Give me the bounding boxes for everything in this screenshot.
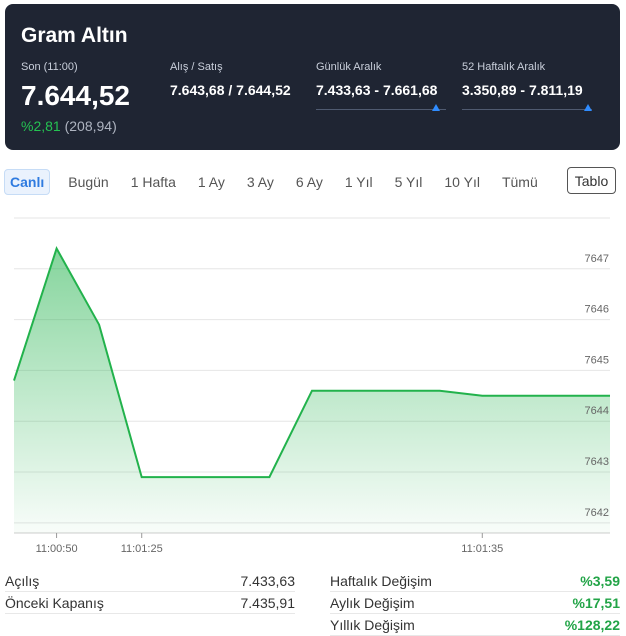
change-percent: %2,81 [21,118,61,134]
table-view-button[interactable]: Tablo [567,167,616,194]
stat-row: Haftalık Değişim %3,59 [330,570,620,592]
price-chart: 7642 7643 7644 7645 7646 7647 11:00:50 11:01:2… [13,217,610,555]
bid-ask-value: 7.643,68 / 7.644,52 [170,82,291,98]
last-price-value: 7.644,52 [21,80,130,111]
x-tick-label-0: 11:00:50 [36,543,78,555]
change-absolute: (208,94) [64,118,117,134]
week52-range-value: 3.350,89 - 7.811,19 [462,82,583,98]
x-tick-label-1: 11:01:25 [121,543,163,555]
stat-label: Önceki Kapanış [5,594,104,611]
daily-range-value: 7.433,63 - 7.661,68 [316,82,438,98]
week52-range-bar [462,109,592,110]
price-change: %2,81 (208,94) [21,118,117,134]
stat-label: Açılış [5,572,40,589]
stat-value: 7.435,91 [240,594,296,611]
instrument-title: Gram Altın [21,24,128,47]
tab-3[interactable]: 1 Ay [197,174,225,190]
y-tick-label-4: 7646 [585,304,609,316]
tab-4[interactable]: 3 Ay [246,174,274,190]
y-tick-label-1: 7643 [585,456,609,468]
stat-row: Önceki Kapanış 7.435,91 [5,592,295,614]
stat-row: Açılış 7.433,63 [5,570,295,592]
week52-range-label: 52 Haftalık Aralık [462,61,546,73]
bid-ask-label: Alış / Satış [170,61,223,73]
price-header-card: Gram Altın Son (11:00) 7.644,52 %2,81 (2… [5,4,620,150]
x-tick-label-2: 11:01:35 [461,543,503,555]
tab-2[interactable]: 1 Hafta [130,174,176,190]
stat-row: Yıllık Değişim %128,22 [330,614,620,636]
tab-8[interactable]: 10 Yıl [444,174,480,190]
daily-range-bar [316,109,446,110]
stat-label: Yıllık Değişim [330,616,415,633]
tab-5[interactable]: 6 Ay [295,174,323,190]
tab-0[interactable]: Canlı [4,169,51,195]
last-price-label: Son (11:00) [21,61,78,73]
y-tick-label-2: 7644 [585,405,609,417]
tab-1[interactable]: Bugün [68,174,109,190]
daily-range-marker [431,104,440,111]
series-line [13,246,610,479]
tab-9[interactable]: Tümü [501,174,538,190]
stat-label: Haftalık Değişim [330,572,432,589]
y-tick-label-5: 7647 [585,253,609,265]
y-tick-label-0: 7642 [585,507,609,519]
daily-range-label: Günlük Aralık [316,61,382,73]
stat-value: %17,51 [572,594,620,611]
stat-value: %128,22 [564,616,620,633]
period-tabs: Canlı Bugün 1 Hafta 1 Ay 3 Ay 6 Ay 1 Yıl 5 Yıl 1… [4,168,556,196]
y-tick-label-3: 7645 [585,354,609,366]
stat-row: Aylık Değişim %17,51 [330,592,620,614]
stat-label: Aylık Değişim [330,594,415,611]
stat-value: 7.433,63 [240,572,296,589]
tab-6[interactable]: 1 Yıl [344,174,373,190]
stat-value: %3,59 [580,572,620,589]
tab-7[interactable]: 5 Yıl [394,174,423,190]
week52-range-marker [584,104,593,111]
